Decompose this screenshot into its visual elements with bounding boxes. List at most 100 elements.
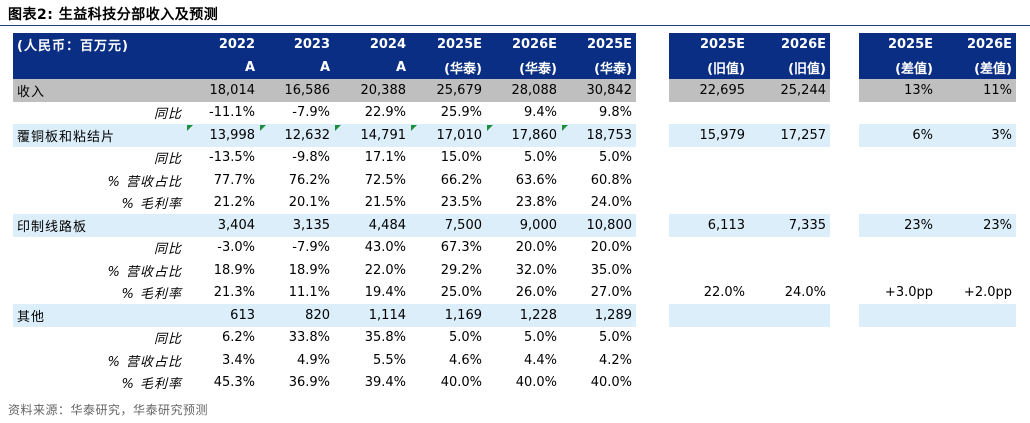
value-cell xyxy=(749,237,830,260)
table-row xyxy=(859,102,1016,125)
value-cell: 30,842 xyxy=(561,79,636,102)
row-label: 同比 xyxy=(153,332,182,348)
col-subheader: (华泰) xyxy=(486,56,561,79)
value-cell: 24.0% xyxy=(590,195,632,211)
value-cell: 77.7% xyxy=(213,172,255,188)
table-row xyxy=(859,169,1016,192)
col-subheader: (差值) xyxy=(937,56,1016,79)
table-row xyxy=(669,237,830,260)
row-label: 同比 xyxy=(153,152,182,168)
value-cell xyxy=(669,259,749,282)
col-header: 2024 xyxy=(334,33,410,56)
value-cell: 4,484 xyxy=(334,214,410,237)
value-cell: 23% xyxy=(859,214,937,237)
table-row: 同比 -3.0% -7.9% 43.0% 67.3% 20.0% 20.0% xyxy=(13,237,636,260)
value-cell: 72.5% xyxy=(364,172,406,188)
value-cell: 45.3% xyxy=(213,375,255,391)
table-row xyxy=(859,349,1016,372)
value-cell: 40.0% xyxy=(590,375,632,391)
value-cell: 26.0% xyxy=(515,285,557,301)
value-cell: 19.4% xyxy=(364,285,406,301)
value-cell xyxy=(749,102,830,125)
value-cell: 820 xyxy=(259,304,334,327)
value-cell xyxy=(669,304,749,327)
value-cell xyxy=(859,372,937,395)
table-row xyxy=(669,192,830,215)
value-cell xyxy=(749,147,830,170)
value-cell: 12,632 xyxy=(259,124,334,147)
value-cell xyxy=(937,169,1016,192)
table-row xyxy=(669,147,830,170)
value-cell: 1,289 xyxy=(561,304,636,327)
value-cell xyxy=(937,304,1016,327)
table-row xyxy=(859,372,1016,395)
value-cell: 16,586 xyxy=(259,79,334,102)
value-cell: 11% xyxy=(937,79,1016,102)
value-cell xyxy=(937,349,1016,372)
value-cell: 20.0% xyxy=(515,240,557,256)
value-cell xyxy=(749,169,830,192)
value-cell: 33.8% xyxy=(288,330,330,346)
value-cell: 7,335 xyxy=(749,214,830,237)
value-cell: 6,113 xyxy=(669,214,749,237)
value-cell: 18.9% xyxy=(288,262,330,278)
table-row: 22.0% 24.0% xyxy=(669,282,830,305)
value-cell: 3,135 xyxy=(259,214,334,237)
table-row xyxy=(859,327,1016,350)
source-note: 资料来源：华泰研究，华泰研究预测 xyxy=(8,403,209,417)
row-label: % 毛利率 xyxy=(121,197,182,213)
table-row xyxy=(669,304,830,327)
value-cell: 32.0% xyxy=(515,262,557,278)
value-cell: 3.4% xyxy=(221,352,255,368)
col-subheader: (旧值) xyxy=(749,56,830,79)
col-subheader: (华泰) xyxy=(410,56,486,79)
table-row: 23% 23% xyxy=(859,214,1016,237)
value-cell: 17,860 xyxy=(486,124,561,147)
header-row-2: (差值) (差值) xyxy=(859,56,1016,79)
row-label: 印制线路板 xyxy=(13,214,186,237)
row-label: 收入 xyxy=(13,79,186,102)
value-cell: 5.0% xyxy=(598,150,632,166)
value-cell: 5.0% xyxy=(523,150,557,166)
table-row: +3.0pp +2.0pp xyxy=(859,282,1016,305)
table-row: 6% 3% xyxy=(859,124,1016,147)
header-row-1: 2025E 2026E xyxy=(669,33,830,56)
value-cell: 20.0% xyxy=(590,240,632,256)
value-cell: +2.0pp xyxy=(963,285,1012,301)
value-cell: 76.2% xyxy=(288,172,330,188)
table-row xyxy=(669,102,830,125)
value-cell: 25.9% xyxy=(440,105,482,121)
value-cell: 23.8% xyxy=(515,195,557,211)
value-cell xyxy=(859,259,937,282)
value-cell xyxy=(937,102,1016,125)
value-cell xyxy=(859,327,937,350)
figure-title: 图表2: 生益科技分部收入及预测 xyxy=(8,7,219,23)
value-cell: 36.9% xyxy=(288,375,330,391)
value-cell xyxy=(669,192,749,215)
col-header: 2026E xyxy=(937,33,1016,56)
value-cell xyxy=(859,147,937,170)
table-row: % 毛利率 21.2% 20.1% 21.5% 23.5% 23.8% 24.0% xyxy=(13,192,636,215)
table-row: 同比 -11.1% -7.9% 22.9% 25.9% 9.4% 9.8% xyxy=(13,102,636,125)
value-cell: 39.4% xyxy=(364,375,406,391)
header-blank xyxy=(13,56,186,79)
value-cell: 17,257 xyxy=(749,124,830,147)
value-cell: 60.8% xyxy=(590,172,632,188)
table-row xyxy=(669,349,830,372)
unit-label: (人民币：百万元) xyxy=(13,33,186,56)
col-subheader: (旧值) xyxy=(669,56,749,79)
value-cell: 24.0% xyxy=(784,285,826,301)
table-row: 13% 11% xyxy=(859,79,1016,102)
table-row xyxy=(859,237,1016,260)
value-cell: -7.9% xyxy=(292,240,330,256)
value-cell: 3,404 xyxy=(186,214,259,237)
value-cell: 29.2% xyxy=(440,262,482,278)
col-header: 2023 xyxy=(259,33,334,56)
row-label: % 营收占比 xyxy=(107,174,182,190)
value-cell: 1,169 xyxy=(410,304,486,327)
value-cell: 6% xyxy=(859,124,937,147)
col-header: 2026E xyxy=(749,33,830,56)
value-cell: 18,014 xyxy=(186,79,259,102)
value-cell: 43.0% xyxy=(364,240,406,256)
table-row: 15,979 17,257 xyxy=(669,124,830,147)
